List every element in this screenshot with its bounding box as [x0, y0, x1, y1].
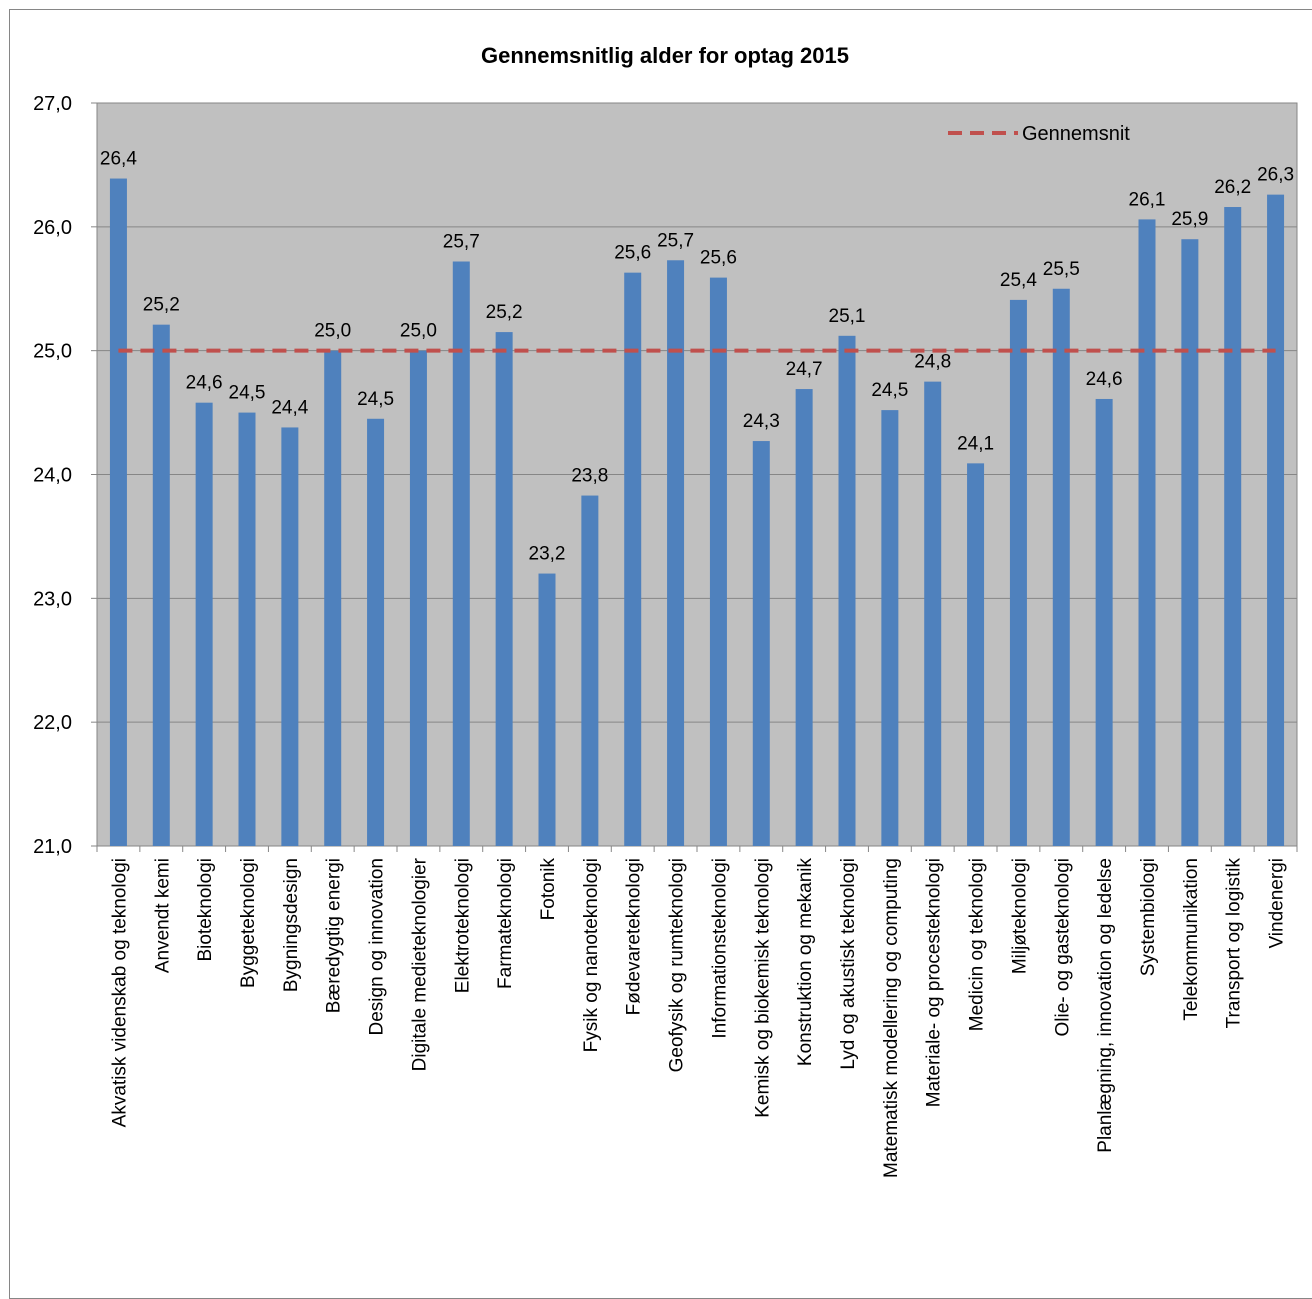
y-tick-label: 27,0: [33, 93, 72, 115]
x-axis-ticks: Akvatisk videnskab og teknologi Anvendt k…: [96, 846, 1298, 1178]
x-tick-label: Fotonik: [538, 858, 559, 921]
data-label: 23,8: [571, 466, 608, 487]
data-label: 25,0: [400, 321, 437, 342]
bar: [195, 402, 213, 846]
bar: [709, 277, 727, 847]
bar: [538, 573, 556, 846]
bar: [238, 412, 256, 846]
x-tick-label: Bygningsdesign: [281, 858, 302, 992]
data-label: 26,2: [1214, 177, 1251, 198]
bar: [495, 332, 513, 846]
x-tick-label: Systembiologi: [1138, 858, 1159, 976]
x-tick-label: Lyd og akustisk teknologi: [838, 858, 859, 1070]
x-tick-label: Elektroteknologi: [452, 858, 473, 993]
x-tick-label: Informationsteknologi: [709, 858, 730, 1039]
bar: [367, 418, 385, 846]
x-tick-label: Matematisk modellering og computing: [881, 858, 902, 1178]
x-tick-label: Digitale medieteknologier: [409, 857, 430, 1071]
data-label: 24,1: [957, 433, 994, 454]
y-tick-label: 23,0: [33, 588, 72, 610]
bar: [452, 261, 470, 846]
bar: [624, 272, 642, 846]
bar: [667, 260, 685, 847]
x-tick-label: Transport og logistik: [1224, 858, 1245, 1029]
data-label: 24,6: [1086, 369, 1123, 390]
bar: [1095, 398, 1113, 846]
data-label: 25,7: [443, 232, 480, 253]
bar: [1267, 194, 1285, 847]
data-label: 25,1: [829, 306, 866, 327]
x-tick-label: Fysik og nanoteknologi: [581, 858, 602, 1052]
x-tick-label: Anvendt kemi: [152, 858, 173, 973]
x-tick-label: Byggeteknologi: [238, 858, 259, 988]
data-label: 25,2: [143, 295, 180, 316]
y-tick-label: 21,0: [33, 836, 72, 858]
data-label: 25,5: [1043, 259, 1080, 280]
bar: [281, 427, 299, 846]
data-label: 24,5: [357, 389, 394, 410]
bar: [1138, 219, 1156, 847]
data-label: 23,2: [529, 544, 566, 565]
x-tick-label: Bæredygtig energi: [324, 858, 345, 1013]
y-axis-ticks: 21,0 22,0 23,0 24,0 25,0 26,0 27,0: [33, 93, 97, 858]
data-label: 26,3: [1257, 165, 1294, 186]
bar: [1052, 288, 1070, 846]
bar: [881, 410, 899, 846]
chart-title: Gennemsnitlig alder for optag 2015: [481, 43, 849, 68]
legend: Gennemsnit: [948, 123, 1130, 145]
data-label: 24,4: [271, 397, 308, 418]
x-tick-label: Fødevareteknologi: [624, 858, 645, 1015]
data-label: 25,0: [314, 321, 351, 342]
x-tick-label: Vindenergi: [1267, 858, 1288, 949]
bar: [152, 324, 170, 847]
x-tick-label: Materiale- og procesteknologi: [924, 858, 945, 1107]
data-labels: 26,425,224,6 24,524,425,024,525,025,725,2…: [100, 149, 1294, 565]
x-tick-label: Geofysik og rumteknologi: [667, 858, 688, 1072]
x-tick-label: Miljøteknologi: [1009, 858, 1030, 974]
x-tick-label: Konstruktion og mekanik: [795, 858, 816, 1067]
bar: [409, 350, 427, 846]
bar: [795, 389, 813, 846]
bar: [967, 463, 985, 846]
data-label: 25,6: [700, 248, 737, 269]
bar: [924, 381, 942, 846]
data-label: 24,3: [743, 411, 780, 432]
data-label: 25,4: [1000, 270, 1037, 291]
x-tick-label: Medicin og teknologi: [967, 858, 988, 1031]
bar: [1181, 239, 1199, 846]
bar: [1224, 207, 1242, 846]
x-tick-label: Design og innovation: [367, 858, 388, 1035]
data-label: 26,4: [100, 149, 137, 170]
x-tick-label: Olie- og gasteknologi: [1052, 858, 1073, 1037]
x-tick-label: Bioteknologi: [195, 858, 216, 962]
y-tick-label: 26,0: [33, 217, 72, 239]
x-tick-label: Akvatisk videnskab og teknologi: [109, 858, 130, 1127]
bar: [1009, 299, 1027, 846]
x-tick-label: Farmateknologi: [495, 858, 516, 989]
data-label: 25,2: [486, 302, 523, 323]
data-label: 25,9: [1171, 209, 1208, 230]
data-label: 24,7: [786, 359, 823, 380]
data-label: 25,7: [657, 230, 694, 251]
y-tick-label: 25,0: [33, 341, 72, 363]
data-label: 24,5: [229, 383, 266, 404]
data-label: 24,5: [871, 380, 908, 401]
bar: [324, 350, 342, 846]
bar: [581, 495, 599, 846]
bar: [838, 335, 856, 846]
data-label: 26,1: [1129, 189, 1166, 210]
data-label: 25,6: [614, 243, 651, 264]
bars: [109, 178, 1285, 847]
y-tick-label: 22,0: [33, 712, 72, 734]
bar: [752, 441, 770, 846]
x-tick-label: Telekommunikation: [1181, 858, 1202, 1021]
bar: [109, 178, 127, 846]
data-label: 24,8: [914, 352, 951, 373]
legend-label-average: Gennemsnit: [1022, 123, 1130, 145]
data-label: 24,6: [186, 373, 223, 394]
x-tick-label: Kemisk og biokemisk teknologi: [752, 858, 773, 1118]
x-tick-label: Planlægning, innovation og ledelse: [1095, 858, 1116, 1153]
y-tick-label: 24,0: [33, 465, 72, 487]
